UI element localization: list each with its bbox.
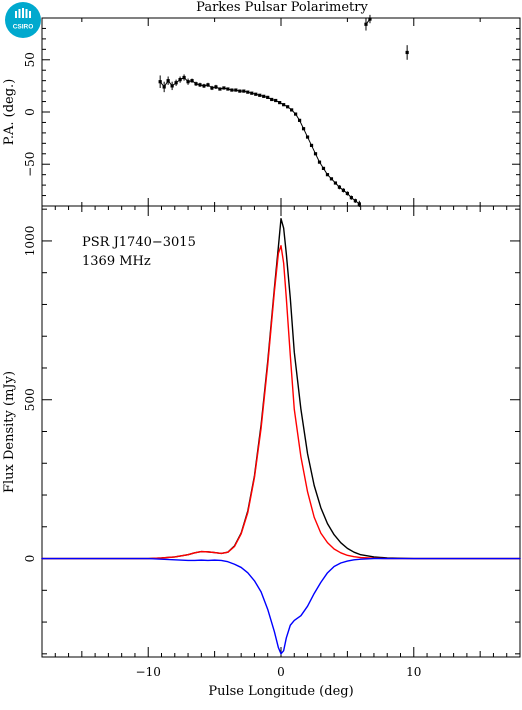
pa-point [186, 80, 190, 84]
pa-point [214, 85, 218, 89]
pa-point [258, 93, 262, 97]
csiro-logo: CSIRO [5, 2, 41, 38]
pa-point [202, 84, 206, 88]
flux-y-tick-label: 500 [23, 388, 37, 411]
flux-x-tick-label: 0 [277, 665, 285, 679]
pa-point [405, 50, 409, 55]
pa-point [158, 80, 162, 84]
circular-polarization-line [41, 557, 521, 655]
pa-point [301, 127, 306, 131]
pa-ticks: −50 0 50 [23, 18, 520, 206]
pa-point [170, 84, 174, 88]
flux-ticks: −10 0 10 0 500 1000 [23, 206, 521, 679]
pa-y-tick-label: 50 [23, 52, 37, 67]
csiro-logo-circle [5, 2, 41, 38]
pa-point [242, 89, 246, 93]
chart-title: Parkes Pulsar Polarimetry [196, 0, 368, 15]
pa-point [278, 101, 282, 105]
pa-point [337, 185, 342, 189]
pa-point [190, 79, 194, 83]
flux-panel: −10 0 10 0 500 1000 PSR J1740−3015 1369 MHz F… [2, 205, 521, 699]
pa-point [194, 82, 198, 86]
pa-point [282, 103, 286, 107]
pa-point [254, 92, 258, 96]
pa-point [333, 181, 338, 185]
csiro-logo-text: CSIRO [13, 24, 34, 31]
pa-point [166, 79, 170, 83]
flux-panel-frame [41, 205, 521, 658]
flux-lines [41, 218, 521, 655]
pa-point [162, 85, 166, 89]
pa-point [325, 173, 330, 177]
pa-point [270, 97, 274, 102]
flux-x-tick-label: −10 [136, 665, 161, 679]
pa-y-tick-label: 0 [23, 108, 37, 116]
pa-y-tick-label: −50 [23, 152, 37, 177]
pa-point [274, 98, 278, 103]
pa-point [357, 202, 361, 206]
pa-point [329, 177, 334, 181]
pa-point [297, 118, 302, 122]
pa-point [341, 188, 346, 192]
pa-point [290, 108, 294, 112]
pa-point [250, 91, 254, 95]
pa-ylabel: P.A. (deg.) [2, 79, 17, 146]
pa-point [345, 191, 349, 196]
pa-point [313, 152, 318, 156]
pa-point [182, 75, 186, 80]
pa-point [309, 143, 314, 148]
flux-y-tick-label: 1000 [23, 226, 37, 257]
linear-polarization-line [41, 245, 521, 560]
pa-point [230, 88, 234, 92]
flux-x-tick-label: 10 [406, 665, 421, 679]
pa-panel-frame [41, 17, 521, 207]
pa-point [222, 86, 226, 90]
pa-point [246, 90, 250, 94]
pa-point [349, 196, 353, 200]
csiro-logo-bars-icon [15, 8, 31, 18]
pa-point [238, 89, 242, 93]
pa-point [206, 83, 210, 87]
pa-point [198, 83, 202, 87]
flux-y-tick-label: 0 [23, 555, 37, 563]
x-axis-label: Pulse Longitude (deg) [208, 684, 353, 699]
psr-name-label: PSR J1740−3015 [82, 235, 196, 250]
pa-point [218, 87, 222, 91]
frequency-label: 1369 MHz [82, 254, 151, 269]
pa-point [234, 88, 238, 92]
pa-point [286, 105, 290, 109]
pa-point [178, 78, 182, 82]
pa-point [317, 160, 322, 164]
pa-point [364, 22, 368, 26]
total-intensity-line [41, 218, 521, 560]
pa-point [294, 112, 298, 116]
pa-point [353, 199, 357, 203]
pa-point [226, 87, 230, 91]
pa-point [266, 95, 270, 99]
pa-point [210, 86, 214, 90]
pa-point [368, 17, 372, 21]
pa-point [174, 81, 178, 85]
pa-point [262, 94, 266, 98]
pa-points [158, 14, 409, 208]
pa-point [305, 135, 310, 139]
pa-panel: −50 0 50 P.A. (deg.) [2, 14, 521, 208]
pa-point [321, 166, 326, 170]
flux-ylabel: Flux Density (mJy) [2, 371, 17, 493]
